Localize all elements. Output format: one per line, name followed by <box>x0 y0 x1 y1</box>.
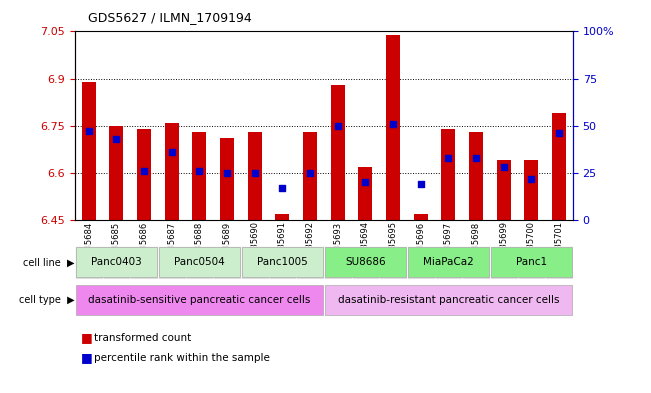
Text: dasatinib-resistant pancreatic cancer cells: dasatinib-resistant pancreatic cancer ce… <box>338 295 559 305</box>
Point <box>471 155 481 161</box>
Point <box>83 128 94 134</box>
Text: cell type  ▶: cell type ▶ <box>20 295 75 305</box>
Text: Panc0403: Panc0403 <box>91 257 142 267</box>
Bar <box>193 132 206 220</box>
Bar <box>490 246 518 279</box>
Point <box>526 175 536 182</box>
Bar <box>379 246 407 279</box>
Bar <box>186 246 213 279</box>
Bar <box>82 82 96 220</box>
Point <box>333 123 343 129</box>
Bar <box>296 246 324 279</box>
Bar <box>76 247 157 277</box>
Bar <box>325 247 406 277</box>
Bar <box>325 285 572 315</box>
Bar <box>158 246 186 279</box>
Bar <box>303 132 317 220</box>
Bar <box>324 246 352 279</box>
Bar <box>407 246 435 279</box>
Text: transformed count: transformed count <box>94 333 191 343</box>
Bar <box>525 160 538 220</box>
Bar <box>275 214 289 220</box>
Bar <box>137 129 151 220</box>
Text: SU8686: SU8686 <box>345 257 385 267</box>
Point <box>388 121 398 127</box>
Bar <box>331 85 344 220</box>
Bar <box>248 132 262 220</box>
Point <box>415 181 426 187</box>
Point <box>167 149 177 155</box>
Text: dasatinib-sensitive pancreatic cancer cells: dasatinib-sensitive pancreatic cancer ce… <box>88 295 311 305</box>
Bar <box>462 246 490 279</box>
Bar <box>386 35 400 220</box>
Bar <box>109 126 123 220</box>
Text: ■: ■ <box>81 351 93 364</box>
Point <box>222 170 232 176</box>
Point <box>360 179 370 185</box>
Bar <box>441 129 455 220</box>
Point <box>305 170 315 176</box>
Text: percentile rank within the sample: percentile rank within the sample <box>94 353 270 363</box>
Point <box>194 168 204 174</box>
Bar <box>435 246 462 279</box>
Bar <box>76 285 323 315</box>
Bar <box>414 214 428 220</box>
Bar <box>159 247 240 277</box>
Text: Panc0504: Panc0504 <box>174 257 225 267</box>
Point <box>277 185 288 191</box>
Point <box>139 168 149 174</box>
Text: Panc1: Panc1 <box>516 257 547 267</box>
Text: ■: ■ <box>81 331 93 345</box>
Point <box>111 136 122 142</box>
Bar <box>491 247 572 277</box>
Bar <box>469 132 483 220</box>
Bar <box>242 247 323 277</box>
Text: cell line  ▶: cell line ▶ <box>23 257 75 267</box>
Bar <box>545 246 573 279</box>
Bar <box>220 138 234 220</box>
Bar <box>359 167 372 220</box>
Bar <box>268 246 296 279</box>
Text: Panc1005: Panc1005 <box>257 257 308 267</box>
Point <box>249 170 260 176</box>
Bar <box>130 246 158 279</box>
Bar <box>241 246 269 279</box>
Bar <box>518 246 545 279</box>
Point <box>499 164 509 171</box>
Bar <box>497 160 510 220</box>
Bar <box>103 246 130 279</box>
Point <box>443 155 454 161</box>
Bar <box>352 246 379 279</box>
Bar <box>213 246 241 279</box>
Text: GDS5627 / ILMN_1709194: GDS5627 / ILMN_1709194 <box>88 11 252 24</box>
Bar <box>165 123 178 220</box>
Point <box>554 130 564 136</box>
Bar <box>75 246 103 279</box>
Bar <box>408 247 489 277</box>
Text: MiaPaCa2: MiaPaCa2 <box>423 257 474 267</box>
Bar <box>552 113 566 220</box>
